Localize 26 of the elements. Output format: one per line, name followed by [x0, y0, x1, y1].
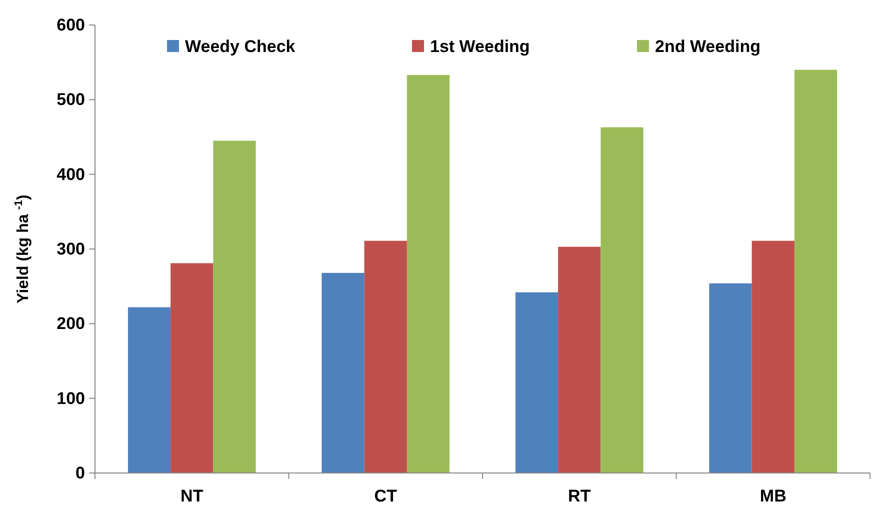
legend-label: 2nd Weeding: [655, 37, 760, 56]
bar: [128, 307, 171, 473]
y-tick-label: 300: [56, 239, 85, 258]
bar: [213, 140, 256, 473]
legend-label: 1st Weeding: [430, 37, 530, 56]
x-tick-label: MB: [760, 486, 786, 506]
bar: [364, 240, 407, 473]
y-tick-label: 600: [56, 15, 85, 34]
bar: [752, 240, 794, 473]
bar: [406, 75, 450, 473]
x-tick-label: CT: [374, 486, 398, 506]
bar: [794, 70, 838, 473]
bar: [558, 246, 601, 473]
y-tick-label: 100: [56, 388, 85, 408]
bar: [709, 283, 752, 473]
y-tick-label: 400: [56, 164, 85, 184]
y-tick-label: 500: [56, 90, 85, 110]
x-tick-label: NT: [180, 486, 204, 506]
y-tick-label: 0: [76, 463, 85, 482]
bar: [322, 272, 364, 473]
x-tick-label: RT: [568, 486, 592, 506]
bar: [170, 263, 214, 473]
bar: [515, 292, 558, 473]
legend-label: Weedy Check: [185, 37, 296, 56]
bar: [600, 127, 644, 473]
y-tick-label: 200: [56, 314, 85, 334]
